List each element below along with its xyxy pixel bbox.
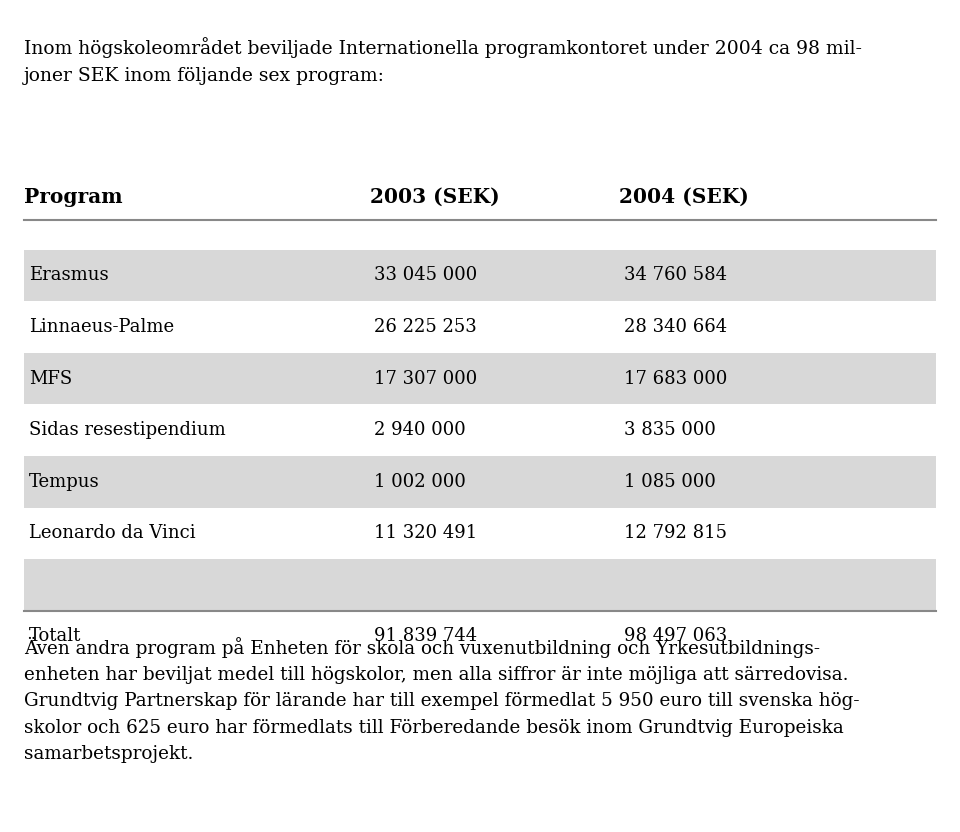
Text: 98 497 063: 98 497 063 xyxy=(624,627,728,646)
Text: Leonardo da Vinci: Leonardo da Vinci xyxy=(29,524,196,542)
Text: 11 320 491: 11 320 491 xyxy=(374,524,478,542)
Text: Program: Program xyxy=(24,187,123,207)
Text: 26 225 253: 26 225 253 xyxy=(374,318,477,336)
Text: 3 835 000: 3 835 000 xyxy=(624,421,716,439)
Text: 17 307 000: 17 307 000 xyxy=(374,369,478,388)
Text: Tempus: Tempus xyxy=(29,473,100,491)
Text: 17 683 000: 17 683 000 xyxy=(624,369,728,388)
Text: Även andra program på Enheten för skola och vuxenutbildning och Yrkesutbildnings: Även andra program på Enheten för skola … xyxy=(24,636,859,763)
Text: Erasmus: Erasmus xyxy=(29,266,108,285)
Text: 1 002 000: 1 002 000 xyxy=(374,473,467,491)
Bar xyxy=(24,559,936,611)
Bar xyxy=(24,456,936,508)
Text: 1 085 000: 1 085 000 xyxy=(624,473,716,491)
Text: 2004 (SEK): 2004 (SEK) xyxy=(619,187,749,207)
Text: 28 340 664: 28 340 664 xyxy=(624,318,727,336)
Text: 34 760 584: 34 760 584 xyxy=(624,266,727,285)
Text: Inom högskoleområdet beviljade Internationella programkontoret under 2004 ca 98 : Inom högskoleområdet beviljade Internati… xyxy=(24,37,862,85)
Text: 33 045 000: 33 045 000 xyxy=(374,266,478,285)
Text: 2 940 000: 2 940 000 xyxy=(374,421,467,439)
Text: Linnaeus-Palme: Linnaeus-Palme xyxy=(29,318,174,336)
Text: MFS: MFS xyxy=(29,369,72,388)
Text: Totalt: Totalt xyxy=(29,627,82,646)
Text: 2003 (SEK): 2003 (SEK) xyxy=(370,187,499,207)
Bar xyxy=(24,353,936,404)
Text: 12 792 815: 12 792 815 xyxy=(624,524,727,542)
Bar xyxy=(24,250,936,301)
Text: 91 839 744: 91 839 744 xyxy=(374,627,477,646)
Text: Sidas resestipendium: Sidas resestipendium xyxy=(29,421,226,439)
